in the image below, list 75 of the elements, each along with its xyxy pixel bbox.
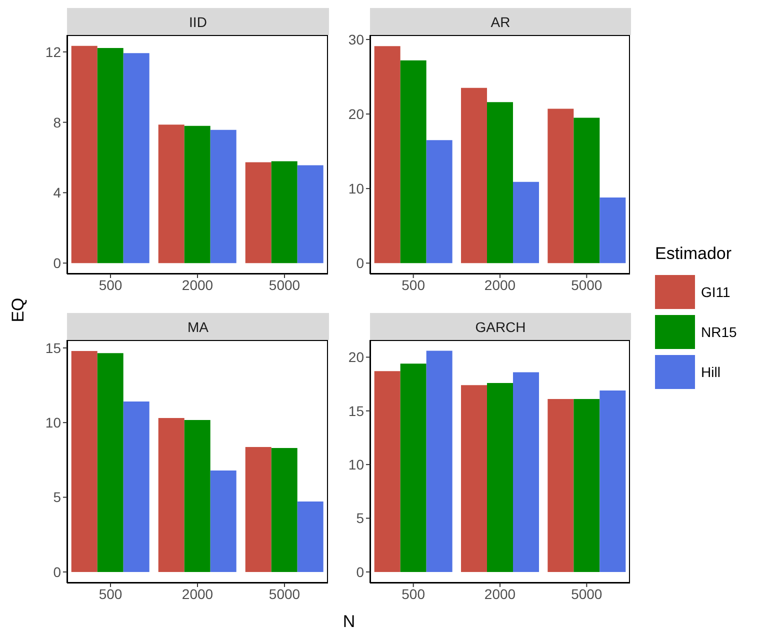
bar bbox=[123, 402, 150, 572]
bar bbox=[374, 371, 400, 572]
bar bbox=[548, 399, 574, 572]
bar bbox=[210, 130, 236, 264]
y-tick-label: 10 bbox=[348, 456, 364, 473]
x-tick-label: 5000 bbox=[268, 276, 300, 293]
y-tick-label: 0 bbox=[53, 255, 62, 272]
bar bbox=[71, 46, 98, 264]
y-tick-label: 20 bbox=[348, 106, 364, 122]
bar bbox=[245, 446, 272, 572]
y-tick-label: 5 bbox=[356, 510, 364, 526]
bar bbox=[513, 372, 539, 572]
bar bbox=[297, 501, 324, 572]
x-tick-label: 5000 bbox=[268, 586, 300, 602]
bar bbox=[461, 88, 487, 264]
chart-title: IID bbox=[67, 8, 329, 35]
x-tick-label: 2000 bbox=[182, 586, 214, 602]
y-tick-label: 0 bbox=[356, 255, 364, 272]
bar bbox=[158, 418, 184, 572]
chart-title: GARCH bbox=[370, 313, 631, 340]
x-tick-label: 2000 bbox=[484, 586, 516, 602]
x-tick-label: 500 bbox=[98, 586, 122, 602]
legend-title: Estimador bbox=[655, 244, 733, 265]
bar bbox=[513, 182, 539, 264]
x-tick-label: 2000 bbox=[182, 276, 214, 293]
bar bbox=[184, 126, 210, 264]
bar bbox=[461, 385, 487, 572]
bar bbox=[297, 165, 324, 264]
bar bbox=[487, 382, 513, 572]
bar bbox=[71, 351, 98, 572]
bar bbox=[426, 140, 452, 264]
bar bbox=[245, 162, 272, 264]
y-tick-label: 12 bbox=[45, 44, 62, 60]
bar bbox=[97, 48, 124, 264]
bar bbox=[487, 102, 513, 264]
bar bbox=[400, 364, 426, 572]
y-tick-label: 8 bbox=[53, 114, 62, 130]
bar bbox=[600, 390, 626, 572]
text: GI11 bbox=[701, 284, 730, 300]
bar bbox=[158, 124, 184, 264]
x-tick-label: 500 bbox=[98, 276, 122, 293]
chart-title: MA bbox=[67, 313, 329, 340]
bar bbox=[374, 46, 400, 264]
y-tick-label: 15 bbox=[348, 402, 364, 419]
bar bbox=[400, 60, 426, 264]
x-tick-label: 5000 bbox=[571, 586, 602, 602]
bar bbox=[123, 53, 150, 264]
y-tick-label: 15 bbox=[45, 340, 62, 356]
x-tick-label: 500 bbox=[402, 586, 426, 602]
y-tick-label: 4 bbox=[53, 184, 62, 201]
y-tick-label: 5 bbox=[53, 489, 62, 506]
bar bbox=[426, 350, 452, 572]
bar bbox=[600, 198, 626, 264]
x-axis-title: N bbox=[342, 612, 356, 632]
chart-title: AR bbox=[370, 8, 631, 35]
text: NR15 bbox=[701, 324, 737, 340]
y-tick-label: 30 bbox=[348, 31, 364, 48]
bar bbox=[574, 118, 600, 264]
y-tick-label: 10 bbox=[45, 414, 62, 431]
x-tick-label: 500 bbox=[402, 276, 426, 293]
y-tick-label: 0 bbox=[53, 564, 62, 580]
bar bbox=[184, 420, 210, 572]
x-tick-label: 2000 bbox=[484, 276, 516, 293]
y-axis-title: EQ bbox=[8, 298, 28, 322]
x-tick-label: 5000 bbox=[571, 276, 602, 293]
bar bbox=[574, 399, 600, 572]
bar bbox=[271, 161, 298, 264]
y-tick-label: 10 bbox=[348, 180, 364, 197]
bar bbox=[271, 448, 298, 572]
y-tick-label: 20 bbox=[348, 349, 364, 366]
bar bbox=[548, 108, 574, 264]
text: Hill bbox=[701, 364, 720, 380]
bar bbox=[97, 353, 124, 572]
bar bbox=[210, 470, 236, 572]
y-tick-label: 0 bbox=[356, 564, 364, 580]
